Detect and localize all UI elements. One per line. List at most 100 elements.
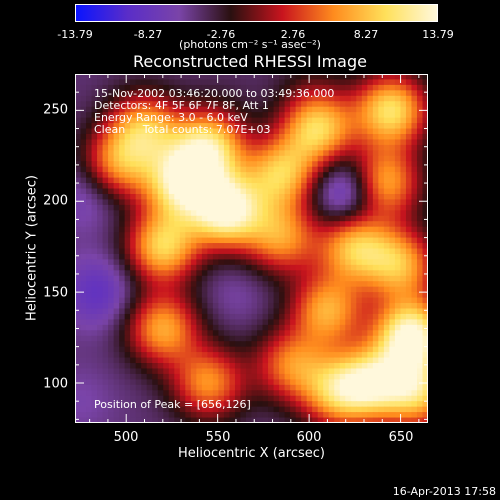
heatmap-cell — [411, 341, 418, 348]
heatmap-cell — [301, 237, 308, 244]
heatmap-cell — [196, 373, 203, 380]
heatmap-cell — [207, 232, 214, 239]
heatmap-cell — [273, 401, 280, 408]
heatmap-cell — [179, 417, 186, 423]
heatmap-cell — [141, 243, 148, 250]
heatmap-cell — [323, 379, 330, 386]
heatmap-cell — [190, 106, 197, 113]
heatmap-cell — [190, 363, 197, 370]
heatmap-cell — [163, 253, 170, 260]
heatmap-cell — [234, 352, 242, 359]
heatmap-cell — [306, 368, 313, 375]
heatmap-cell — [411, 112, 418, 119]
heatmap-cell — [317, 390, 324, 397]
heatmap-cell — [262, 335, 269, 342]
heatmap-cell — [422, 379, 428, 386]
heatmap-cell — [361, 237, 368, 244]
heatmap-cell — [201, 237, 208, 244]
heatmap-cell — [245, 275, 253, 282]
heatmap-cell — [91, 384, 98, 391]
heatmap-cell — [290, 248, 297, 255]
heatmap-cell — [97, 226, 104, 233]
heatmap-cell — [207, 183, 214, 190]
heatmap-cell — [179, 412, 186, 419]
heatmap-cell — [262, 106, 269, 113]
heatmap-cell — [119, 221, 126, 228]
heatmap-cell — [323, 346, 330, 353]
heatmap-cell — [279, 232, 286, 239]
heatmap-cell — [416, 292, 424, 299]
heatmap-cell — [168, 363, 175, 370]
heatmap-cell — [328, 177, 335, 184]
heatmap-cell — [394, 352, 402, 359]
heatmap-cell — [157, 346, 164, 353]
heatmap-cell — [240, 401, 247, 408]
heatmap-cell — [389, 74, 396, 81]
heatmap-cell — [389, 155, 396, 162]
heatmap-cell — [113, 128, 120, 135]
heatmap-cell — [86, 210, 93, 217]
heatmap-cell — [163, 204, 170, 211]
heatmap-cell — [405, 292, 413, 299]
heatmap-cell — [152, 275, 159, 282]
heatmap-cell — [257, 417, 264, 423]
heatmap-cell — [262, 412, 269, 419]
heatmap-cell — [86, 155, 93, 162]
heatmap-cell — [102, 133, 109, 141]
heatmap-cell — [234, 379, 242, 386]
heatmap-cell — [301, 297, 308, 304]
heatmap-cell — [185, 324, 192, 331]
heatmap-cell — [190, 401, 197, 408]
heatmap-cell — [108, 215, 115, 222]
heatmap-cell — [212, 161, 220, 168]
heatmap-cell — [400, 373, 407, 380]
heatmap-cell — [245, 112, 253, 119]
heatmap-cell — [416, 117, 424, 124]
heatmap-cell — [411, 253, 418, 260]
heatmap-cell — [201, 363, 208, 370]
heatmap-cell — [185, 270, 192, 277]
heatmap-cell — [86, 133, 93, 141]
heatmap-cell — [416, 95, 424, 102]
heatmap-cell — [268, 243, 275, 250]
heatmap-cell — [334, 352, 341, 359]
heatmap-cell — [356, 264, 363, 271]
heatmap-cell — [389, 292, 396, 299]
heatmap-cell — [328, 281, 335, 288]
heatmap-cell — [229, 150, 236, 157]
heatmap-cell — [328, 155, 335, 162]
heatmap-cell — [339, 363, 346, 370]
heatmap-cell — [141, 313, 148, 320]
heatmap-cell — [284, 150, 291, 157]
heatmap-cell — [207, 390, 214, 397]
heatmap-cell — [141, 401, 148, 408]
heatmap-cell — [141, 215, 148, 222]
heatmap-cell — [345, 313, 352, 320]
heatmap-cell — [273, 346, 280, 353]
heatmap-cell — [146, 395, 153, 402]
heatmap-cell — [405, 139, 413, 146]
heatmap-cell — [179, 155, 186, 162]
heatmap-cell — [273, 281, 280, 288]
heatmap-cell — [361, 352, 368, 359]
heatmap-cell — [91, 150, 98, 157]
heatmap-cell — [168, 144, 175, 151]
heatmap-cell — [212, 270, 220, 277]
heatmap-cell — [86, 275, 93, 282]
heatmap-cell — [179, 286, 186, 293]
heatmap-cell — [174, 95, 181, 102]
heatmap-cell — [312, 303, 319, 310]
heatmap-cell — [80, 188, 87, 195]
heatmap-cell — [119, 379, 126, 386]
heatmap-cell — [295, 417, 302, 423]
heatmap-cell — [141, 335, 148, 342]
heatmap-cell — [152, 384, 159, 391]
heatmap-cell — [345, 281, 352, 288]
heatmap-cell — [185, 199, 192, 206]
heatmap-cell — [119, 384, 126, 391]
heatmap-cell — [124, 215, 131, 222]
heatmap-cell — [306, 270, 313, 277]
heatmap-cell — [245, 363, 253, 370]
heatmap-cell — [262, 292, 269, 299]
heatmap-cell — [152, 357, 159, 364]
